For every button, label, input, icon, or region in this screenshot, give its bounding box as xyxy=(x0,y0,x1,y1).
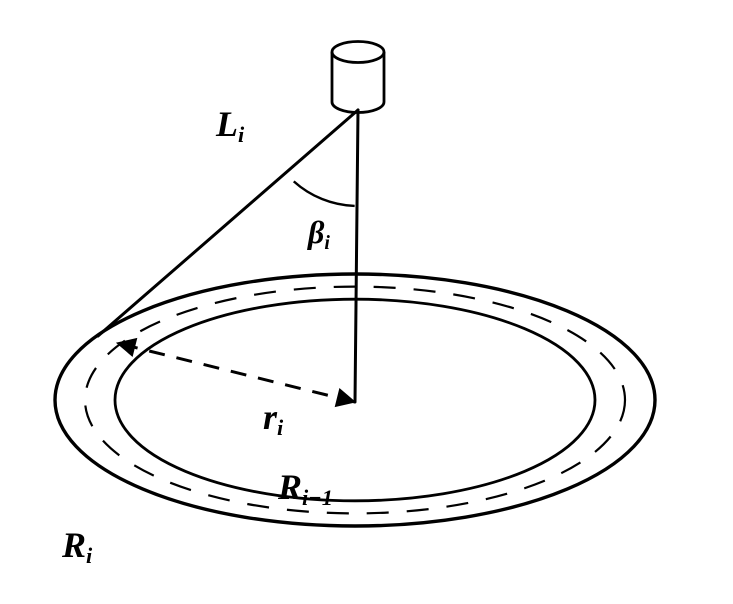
cylinder-top xyxy=(332,42,384,63)
label-L: Li xyxy=(216,103,244,145)
arrowhead xyxy=(335,389,355,406)
diagram-stage: Li βi ri Ri−1 Ri xyxy=(0,0,733,604)
arrowhead xyxy=(117,339,137,356)
label-beta: βi xyxy=(308,214,330,251)
radius-dashed-line xyxy=(117,343,355,402)
label-r: ri xyxy=(263,396,283,438)
angle-arc xyxy=(294,181,355,206)
geometry-svg xyxy=(0,0,733,604)
pole-line xyxy=(355,110,358,402)
label-R-outer: Ri xyxy=(62,524,92,566)
label-R-inner: Ri−1 xyxy=(278,466,333,508)
